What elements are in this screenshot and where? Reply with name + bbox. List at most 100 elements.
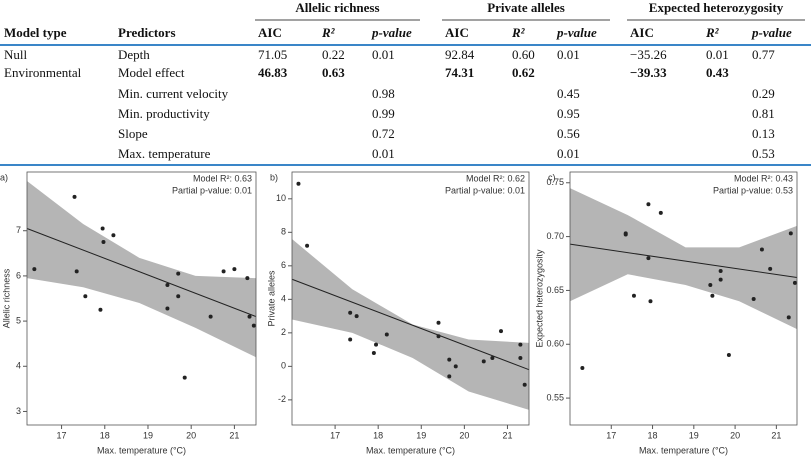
- x-tick-label: 17: [606, 430, 616, 440]
- table-cell: 0.01: [706, 47, 729, 62]
- x-tick-label: 19: [143, 430, 153, 440]
- annotation: Model R²: 0.43: [734, 173, 793, 183]
- y-tick-label: 10: [276, 193, 286, 203]
- table-cell: 0.60: [512, 47, 535, 62]
- x-tick-label: 19: [416, 430, 426, 440]
- point: [436, 334, 441, 339]
- point: [182, 375, 187, 380]
- table-cell: 0.53: [752, 146, 775, 161]
- row-label: Depth: [118, 47, 150, 62]
- point: [726, 353, 731, 358]
- x-tick-label: 17: [57, 430, 67, 440]
- table-cell: 0.01: [372, 47, 395, 62]
- table-cell: 0.01: [557, 47, 580, 62]
- annotation: Partial p-value: 0.01: [445, 185, 525, 195]
- table-cell: 0.22: [322, 47, 345, 62]
- point: [658, 210, 663, 215]
- x-tick-label: 18: [648, 430, 658, 440]
- point: [296, 181, 301, 186]
- confidence-band: [27, 181, 256, 358]
- point: [251, 323, 256, 328]
- y-tick-label: 0.55: [546, 392, 564, 402]
- panel-label: b): [270, 172, 278, 182]
- table-cell: −39.33: [630, 65, 667, 80]
- y-tick-label: 0.65: [546, 285, 564, 295]
- group-header: Allelic richness: [295, 0, 379, 15]
- point: [232, 267, 237, 272]
- row-label: Max. temperature: [118, 146, 211, 161]
- point: [100, 226, 105, 231]
- x-tick-label: 21: [229, 430, 239, 440]
- table-cell: 0.13: [752, 126, 775, 141]
- x-tick-label: 19: [689, 430, 699, 440]
- point: [453, 364, 458, 369]
- x-tick-label: 20: [459, 430, 469, 440]
- column-header: Model type: [4, 25, 67, 40]
- point: [374, 342, 379, 347]
- point: [165, 282, 170, 287]
- x-tick-label: 18: [373, 430, 383, 440]
- column-header: AIC: [630, 25, 654, 40]
- point: [436, 320, 441, 325]
- column-header: R²: [511, 25, 526, 40]
- point: [165, 306, 170, 311]
- y-tick-label: 0.75: [546, 177, 564, 187]
- x-tick-label: 17: [330, 430, 340, 440]
- column-header: R²: [705, 25, 720, 40]
- table-cell: 0.01: [557, 146, 580, 161]
- point: [718, 277, 723, 282]
- point: [371, 350, 376, 355]
- fit-line: [291, 278, 530, 371]
- column-header: AIC: [258, 25, 282, 40]
- table-cell: 0.63: [322, 65, 345, 80]
- point: [176, 271, 181, 276]
- point: [648, 299, 653, 304]
- point: [518, 342, 523, 347]
- point: [447, 374, 452, 379]
- point: [447, 357, 452, 362]
- point: [83, 294, 88, 299]
- point: [481, 359, 486, 364]
- x-tick-label: 18: [100, 430, 110, 440]
- point: [176, 294, 181, 299]
- row-label: Min. productivity: [118, 106, 210, 121]
- row-label: Min. current velocity: [118, 86, 229, 101]
- column-header: AIC: [445, 25, 469, 40]
- annotation: Model R²: 0.63: [193, 173, 252, 183]
- point: [245, 276, 250, 281]
- x-tick-label: 21: [771, 430, 781, 440]
- table-cell: 0.43: [706, 65, 729, 80]
- point: [247, 314, 252, 319]
- point: [788, 231, 793, 236]
- point: [221, 269, 226, 274]
- group-header: Expected heterozygosity: [649, 0, 784, 15]
- y-tick-label: 6: [16, 270, 21, 280]
- y-tick-label: 0.60: [546, 339, 564, 349]
- point: [751, 297, 756, 302]
- point: [208, 314, 213, 319]
- point: [768, 266, 773, 271]
- y-tick-label: 4: [16, 361, 21, 371]
- x-axis-label: Max. temperature (°C): [366, 445, 455, 455]
- table-cell: 0.98: [372, 86, 395, 101]
- point: [623, 232, 628, 237]
- y-tick-label: -2: [278, 394, 286, 404]
- y-axis-label: Allelic richness: [1, 268, 11, 328]
- table-cell: 71.05: [258, 47, 287, 62]
- x-axis-label: Max. temperature (°C): [639, 445, 728, 455]
- point: [786, 315, 791, 320]
- panel-label: a): [0, 172, 8, 182]
- table-cell: −35.26: [630, 47, 667, 62]
- plot-frame: [291, 171, 530, 426]
- point: [718, 269, 723, 274]
- table-cell: 0.29: [752, 86, 775, 101]
- y-tick-label: 8: [281, 227, 286, 237]
- y-tick-label: 7: [16, 225, 21, 235]
- confidence-band: [570, 188, 797, 330]
- column-header: p-value: [371, 25, 412, 40]
- table-cell: 74.31: [445, 65, 474, 80]
- point: [74, 269, 79, 274]
- point: [98, 307, 103, 312]
- table-cell: 0.45: [557, 86, 580, 101]
- table-cell: 0.62: [512, 65, 535, 80]
